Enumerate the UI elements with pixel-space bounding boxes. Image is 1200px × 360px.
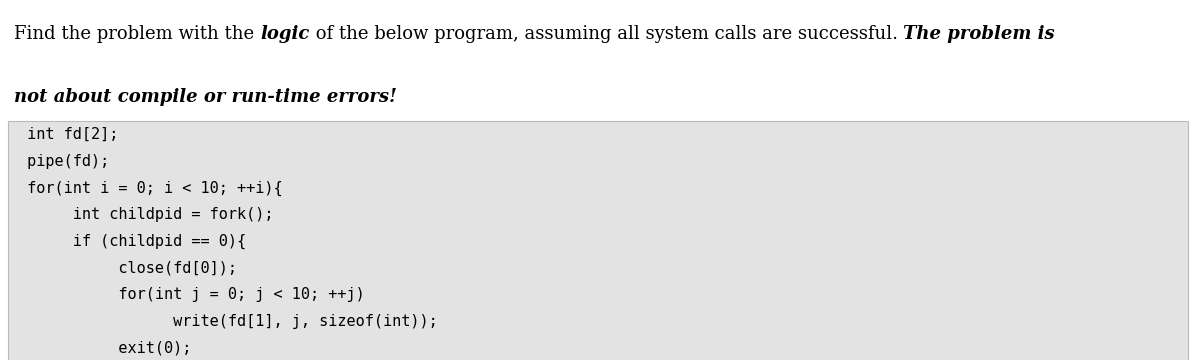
Text: The problem is: The problem is [904, 25, 1055, 43]
Text: write(fd[1], j, sizeof(int));: write(fd[1], j, sizeof(int)); [18, 314, 438, 329]
Text: Find the problem with the: Find the problem with the [14, 25, 260, 43]
Bar [8, 121, 1188, 360]
Text: pipe(fd);: pipe(fd); [18, 154, 109, 169]
Text: int childpid = fork();: int childpid = fork(); [18, 207, 274, 222]
Text: exit(0);: exit(0); [18, 340, 191, 355]
Text: int fd[2];: int fd[2]; [18, 127, 119, 142]
Text: close(fd[0]);: close(fd[0]); [18, 260, 238, 275]
Text: for(int j = 0; j < 10; ++j): for(int j = 0; j < 10; ++j) [18, 287, 365, 302]
Text: of the below program, assuming all system calls are successful.: of the below program, assuming all syste… [310, 25, 904, 43]
Text: logic: logic [260, 25, 310, 43]
Text: not about compile or run-time errors!: not about compile or run-time errors! [14, 88, 397, 106]
Text: for(int i = 0; i < 10; ++i){: for(int i = 0; i < 10; ++i){ [18, 180, 283, 195]
Text: if (childpid == 0){: if (childpid == 0){ [18, 234, 246, 249]
